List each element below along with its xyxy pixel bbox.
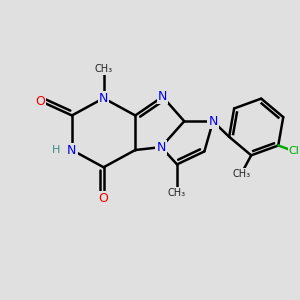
Text: CH₃: CH₃: [94, 64, 113, 74]
Text: Cl: Cl: [289, 146, 299, 156]
Text: CH₃: CH₃: [168, 188, 186, 198]
Text: N: N: [157, 141, 166, 154]
Text: O: O: [99, 192, 109, 206]
Text: CH₃: CH₃: [232, 169, 250, 179]
Text: N: N: [158, 90, 167, 103]
Text: N: N: [99, 92, 108, 105]
Text: N: N: [67, 143, 76, 157]
Text: N: N: [208, 115, 218, 128]
Text: H: H: [52, 145, 60, 155]
Text: O: O: [35, 94, 45, 108]
